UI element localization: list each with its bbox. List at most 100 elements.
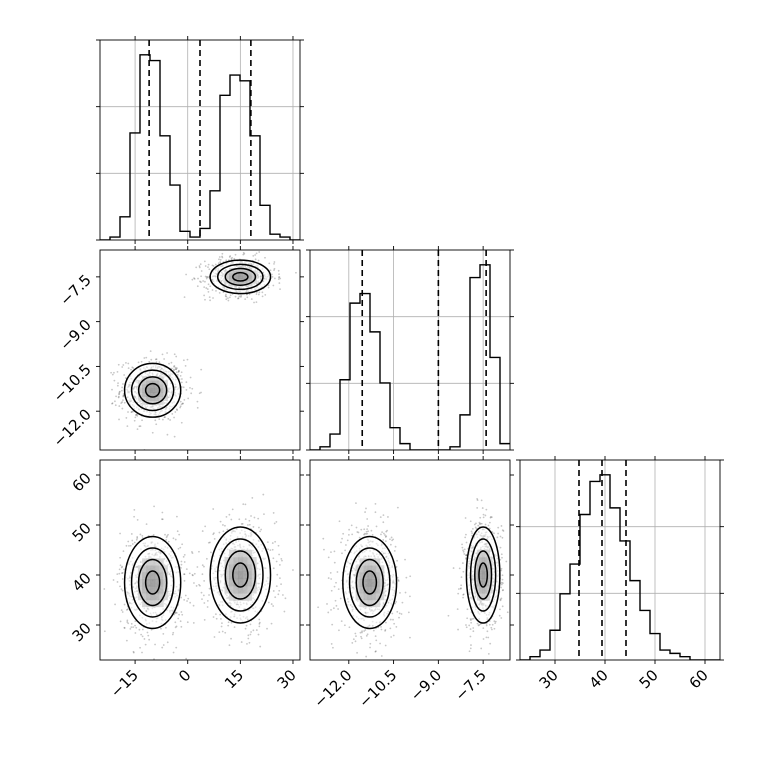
sample-point (333, 550, 336, 553)
sample-point (493, 627, 496, 630)
sample-point (127, 367, 130, 370)
sample-point (270, 273, 273, 276)
sample-point (360, 528, 363, 531)
sample-point (479, 516, 482, 519)
sample-point (175, 611, 178, 614)
sample-point (111, 402, 113, 405)
y-tick-label: 60 (69, 469, 95, 495)
sample-point (341, 537, 343, 540)
sample-point (272, 605, 275, 607)
sample-point (114, 400, 116, 403)
sample-point (272, 590, 275, 592)
sample-point (136, 536, 139, 538)
sample-point (118, 568, 121, 571)
sample-point (225, 295, 228, 298)
sample-point (218, 531, 221, 534)
sample-point (207, 276, 210, 279)
sample-point (220, 618, 222, 620)
sample-point (461, 546, 464, 549)
sample-point (258, 621, 261, 624)
sample-point (146, 631, 149, 634)
sample-point (245, 624, 248, 627)
sample-point (103, 630, 106, 633)
sample-point (399, 592, 401, 594)
sample-point (118, 405, 121, 407)
sample-point (347, 533, 350, 536)
sample-point (258, 622, 261, 625)
sample-point (389, 627, 392, 630)
sample-point (342, 532, 345, 535)
sample-point (154, 358, 157, 361)
sample-point (468, 650, 471, 653)
sample-point (179, 400, 182, 403)
sample-point (224, 524, 226, 527)
sample-point (505, 560, 508, 563)
sample-point (252, 629, 255, 632)
sample-point (382, 539, 385, 541)
y-tick-label: −12.0 (50, 405, 95, 450)
sample-point (242, 253, 245, 256)
sample-point (355, 526, 358, 529)
sample-point (173, 365, 175, 368)
sample-point (475, 522, 477, 525)
sample-point (141, 534, 144, 537)
sample-point (212, 297, 214, 299)
sample-point (380, 625, 382, 628)
sample-point (136, 413, 139, 416)
sample-point (205, 287, 208, 289)
sample-point (278, 276, 280, 279)
sample-point (205, 277, 208, 280)
contour-line (232, 271, 249, 282)
sample-point (149, 350, 152, 353)
sample-point (167, 417, 170, 420)
sample-point (394, 545, 397, 548)
sample-point (327, 611, 330, 614)
sample-point (183, 598, 186, 601)
sample-point (471, 534, 473, 537)
sample-point (391, 612, 394, 615)
sample-point (139, 533, 142, 536)
sample-point (191, 574, 194, 576)
sample-point (255, 301, 258, 303)
sample-point (244, 298, 247, 301)
sample-point (372, 629, 375, 632)
sample-point (243, 252, 246, 255)
sample-point (470, 530, 473, 533)
sample-point (132, 651, 135, 654)
sample-point (452, 567, 455, 569)
sample-point (227, 297, 229, 300)
sample-point (110, 371, 113, 374)
sample-point (264, 256, 266, 259)
sample-point (117, 396, 120, 399)
sample-point (175, 408, 178, 411)
sample-point (139, 646, 141, 649)
sample-point (254, 254, 257, 256)
sample-point (221, 630, 224, 633)
sample-point (278, 273, 280, 276)
sample-point (247, 634, 250, 637)
contour-line (465, 526, 501, 624)
sample-point (158, 361, 161, 364)
sample-point (198, 392, 201, 395)
sample-point (180, 381, 183, 384)
sample-point (462, 593, 465, 596)
sample-point (200, 391, 202, 394)
sample-point (340, 541, 342, 544)
sample-point (225, 515, 228, 518)
sample-point (400, 613, 403, 615)
sample-point (179, 375, 182, 377)
sample-point (130, 368, 132, 371)
sample-point (268, 243, 270, 245)
sample-point (173, 416, 175, 419)
sample-point (346, 539, 349, 542)
sample-point (217, 262, 220, 265)
sample-point (204, 525, 207, 528)
sample-point (254, 258, 257, 261)
sample-point (267, 286, 270, 289)
sample-point (259, 645, 262, 648)
sample-point (122, 399, 124, 401)
sample-point (126, 608, 129, 611)
sample-point (251, 497, 254, 499)
sample-point (364, 629, 367, 631)
sample-point (187, 597, 190, 600)
